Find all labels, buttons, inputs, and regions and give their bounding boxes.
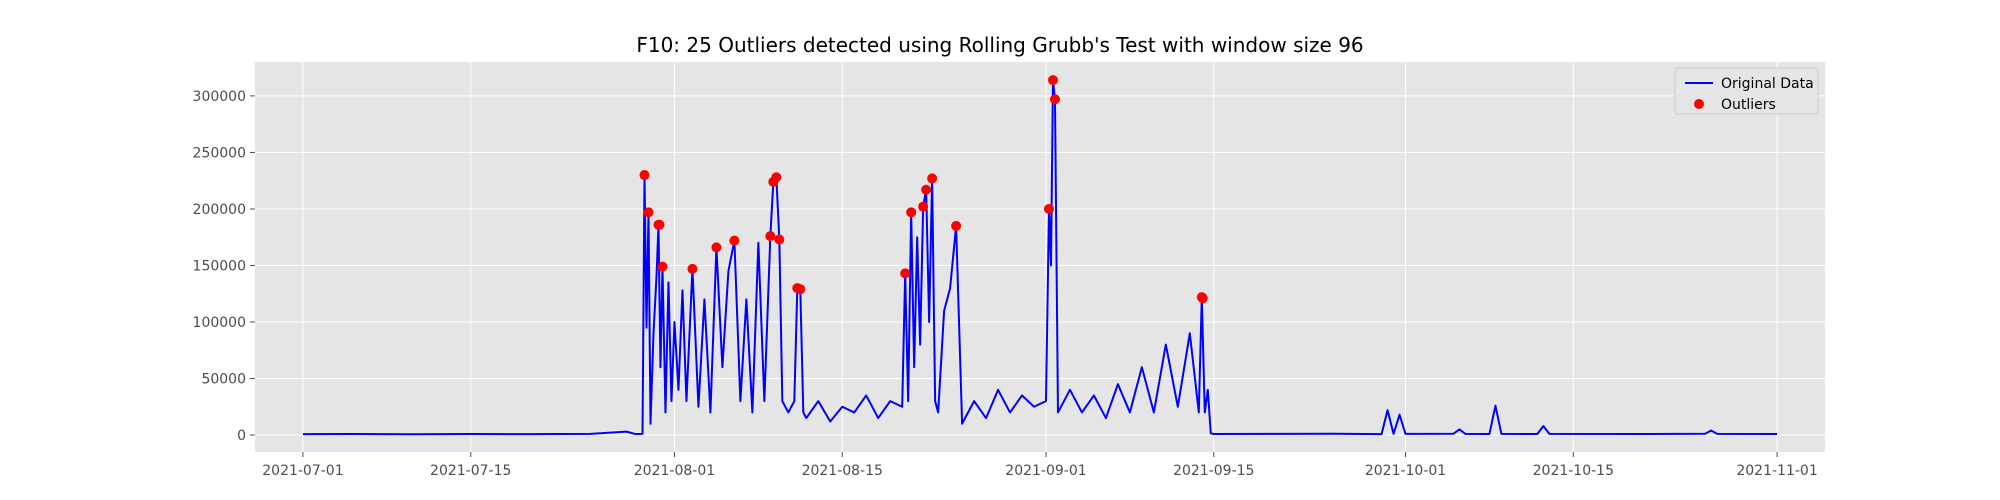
- x-tick-label: 2021-07-01: [262, 463, 343, 479]
- legend-dot-icon: [1694, 99, 1704, 109]
- outlier-point: [771, 172, 782, 183]
- x-axis: 2021-07-01 2021-07-15 2021-08-01 2021-08-15…: [262, 452, 1818, 479]
- outlier-point: [765, 231, 776, 242]
- x-tick-label: 2021-11-01: [1736, 463, 1817, 479]
- x-tick-label: 2021-10-15: [1533, 463, 1614, 479]
- x-tick-label: 2021-08-15: [802, 463, 883, 479]
- outlier-layer: [639, 75, 1208, 304]
- outlier-point: [774, 234, 785, 245]
- outlier-point: [643, 207, 654, 218]
- outlier-point: [711, 242, 722, 253]
- series-line-original-data: [302, 79, 1778, 436]
- outlier-point: [657, 261, 668, 272]
- outlier-point: [900, 268, 911, 279]
- x-tick-label: 2021-07-15: [430, 463, 511, 479]
- outlier-point: [1043, 203, 1054, 214]
- outlier-point: [795, 284, 806, 295]
- series-layer: [302, 79, 1778, 436]
- y-tick-label: 200000: [193, 202, 246, 218]
- y-tick-label: 250000: [193, 145, 246, 161]
- outlier-point: [639, 170, 650, 181]
- outlier-point: [927, 173, 938, 184]
- outlier-point: [1047, 75, 1058, 86]
- outlier-point: [1049, 94, 1060, 105]
- legend-box: [1674, 67, 1819, 115]
- outlier-point: [906, 207, 917, 218]
- x-tick-label: 2021-08-01: [634, 463, 715, 479]
- y-tick-label: 0: [237, 428, 246, 444]
- x-tick-label: 2021-10-01: [1365, 463, 1446, 479]
- outlier-point: [729, 235, 740, 246]
- y-tick-label: 300000: [193, 89, 246, 105]
- y-axis: 0 50000 100000 150000 200000 250000 300000: [193, 89, 255, 444]
- y-tick-label: 50000: [201, 372, 246, 388]
- y-tick-label: 100000: [193, 315, 246, 331]
- outlier-point: [951, 220, 962, 231]
- plot-area: [255, 62, 1825, 452]
- y-tick-label: 150000: [193, 258, 246, 274]
- x-tick-label: 2021-09-15: [1173, 463, 1254, 479]
- legend-label-original: Original Data: [1721, 76, 1814, 92]
- outlier-point: [918, 201, 929, 212]
- grid: [255, 62, 1825, 452]
- outlier-point: [921, 184, 932, 195]
- outlier-point: [687, 263, 698, 274]
- outlier-point: [1197, 293, 1208, 304]
- x-tick-label: 2021-09-01: [1005, 463, 1086, 479]
- legend: Original Data Outliers: [1674, 67, 1819, 115]
- legend-label-outliers: Outliers: [1721, 97, 1776, 113]
- outlier-point: [654, 219, 665, 230]
- chart-title: F10: 25 Outliers detected using Rolling …: [636, 33, 1363, 57]
